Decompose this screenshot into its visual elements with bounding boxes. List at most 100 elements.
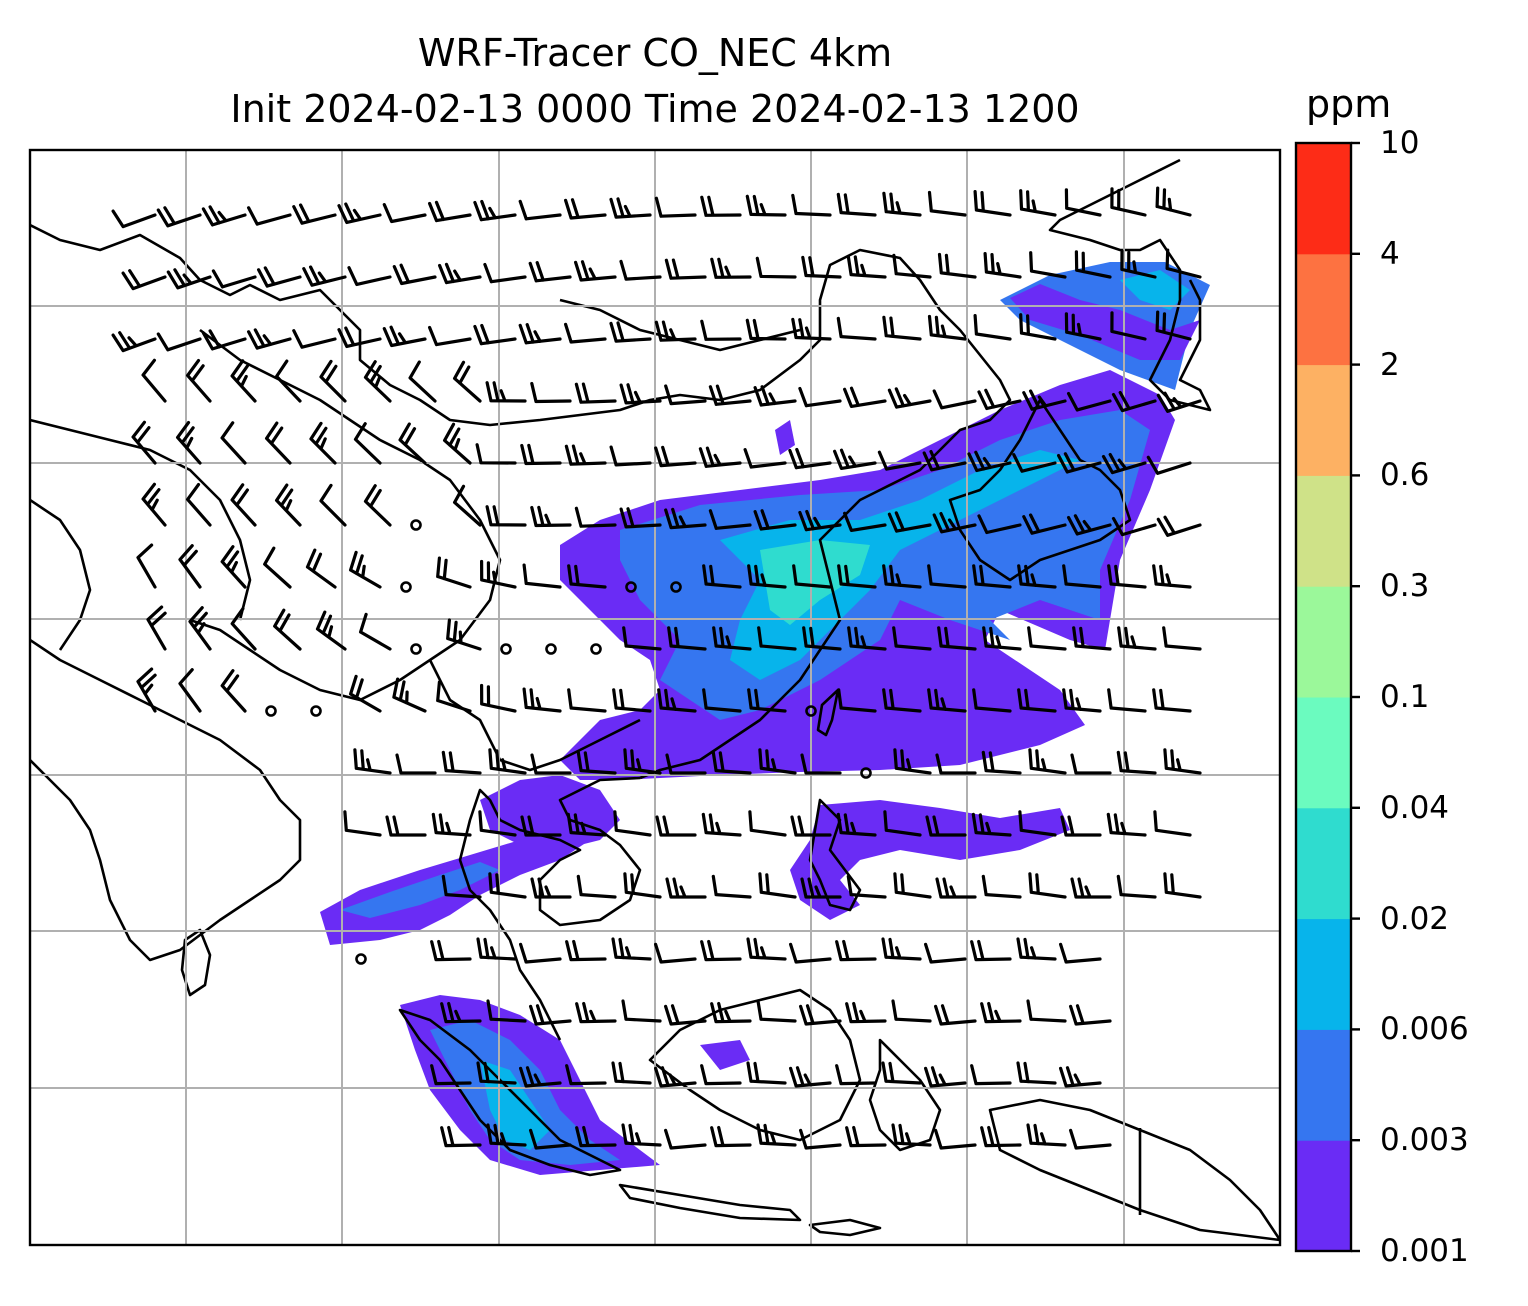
wind-barb bbox=[1016, 1061, 1057, 1085]
wind-barb bbox=[611, 937, 652, 961]
map-area bbox=[30, 150, 1280, 1245]
wind-barb bbox=[292, 203, 337, 225]
wind-barb bbox=[667, 626, 707, 651]
wind-barb bbox=[1163, 748, 1202, 775]
wind-barb bbox=[937, 626, 977, 651]
wind-barb bbox=[574, 506, 617, 528]
colorbar-segment bbox=[1296, 143, 1351, 255]
wind-barb bbox=[1067, 514, 1112, 536]
wind-barb bbox=[619, 259, 662, 281]
wind-barb bbox=[1062, 688, 1102, 713]
wind-barb bbox=[883, 810, 922, 837]
wind-barb bbox=[488, 748, 527, 775]
wind-barb bbox=[664, 1004, 707, 1026]
wind-barb bbox=[564, 198, 607, 220]
wind-barb bbox=[220, 545, 247, 589]
wind-barb bbox=[1057, 452, 1102, 474]
wind-barb bbox=[408, 360, 437, 403]
wind-barb bbox=[247, 206, 292, 226]
wind-barb bbox=[837, 688, 877, 713]
colorbar-tick-label: 0.1 bbox=[1380, 679, 1430, 715]
wind-barb bbox=[700, 1064, 742, 1086]
wind-barb bbox=[475, 443, 517, 465]
wind-barb bbox=[847, 626, 887, 651]
wind-barb bbox=[574, 260, 617, 282]
wind-barb bbox=[800, 877, 842, 899]
wind-barb bbox=[934, 1004, 977, 1026]
wind-barb bbox=[893, 748, 932, 775]
wind-barb bbox=[1070, 753, 1112, 775]
wind-barb bbox=[363, 360, 392, 403]
wind-barb bbox=[440, 1125, 482, 1148]
wind-barb bbox=[743, 448, 787, 469]
wind-barb bbox=[882, 564, 922, 589]
wind-barb bbox=[791, 317, 832, 341]
colorbar-segment bbox=[1296, 475, 1351, 587]
wind-barb bbox=[519, 942, 562, 964]
border-land bbox=[428, 659, 641, 772]
wind-barb bbox=[201, 329, 247, 351]
wind-barb bbox=[485, 381, 527, 403]
wind-barb bbox=[486, 999, 527, 1023]
wind-barb bbox=[837, 564, 877, 589]
wind-barb bbox=[359, 612, 392, 651]
wind-barb bbox=[747, 688, 787, 713]
wind-barb bbox=[1072, 626, 1112, 651]
wind-barb bbox=[937, 252, 977, 279]
colorbar-tick-label: 0.6 bbox=[1380, 457, 1430, 494]
wind-barb bbox=[1120, 249, 1157, 279]
wind-barb bbox=[315, 610, 347, 651]
wind-barb bbox=[247, 328, 292, 350]
wind-barb bbox=[892, 253, 932, 279]
wind-barb bbox=[654, 445, 697, 468]
wind-barb bbox=[845, 1001, 887, 1024]
wind-barb bbox=[802, 626, 842, 651]
wind-barb bbox=[1111, 516, 1157, 537]
wind-barb bbox=[790, 815, 832, 837]
wind-barb bbox=[441, 874, 482, 899]
wind-barb bbox=[530, 505, 572, 528]
wind-barb bbox=[473, 323, 517, 346]
wind-barb bbox=[1116, 750, 1157, 775]
wind-barb bbox=[430, 939, 472, 962]
coastline-japan bbox=[1048, 158, 1212, 412]
wind-barb bbox=[453, 360, 482, 403]
wind-barb bbox=[922, 450, 967, 472]
wind-barb bbox=[1012, 453, 1057, 473]
wind-barb bbox=[654, 320, 697, 342]
wind-barb bbox=[156, 332, 202, 352]
wind-barb bbox=[353, 422, 382, 465]
wind-barb bbox=[1026, 999, 1067, 1023]
wind-barb bbox=[275, 483, 302, 527]
coastline-indochina bbox=[458, 776, 642, 1041]
wind-barb bbox=[186, 359, 212, 403]
wind-barb bbox=[664, 1128, 707, 1150]
wind-barb bbox=[1019, 189, 1057, 217]
wind-barb bbox=[275, 359, 302, 403]
wind-barb bbox=[476, 1061, 517, 1085]
wind-barb bbox=[747, 564, 787, 589]
wind-barb bbox=[800, 753, 842, 775]
wind-barb bbox=[1116, 874, 1157, 899]
wind-barb bbox=[972, 688, 1012, 713]
wind-barb bbox=[846, 254, 887, 279]
wind-barb bbox=[446, 618, 482, 651]
wind-barb bbox=[576, 750, 617, 775]
wind-barb bbox=[700, 195, 742, 217]
wind-barb bbox=[655, 815, 697, 837]
wind-barb bbox=[188, 606, 212, 651]
chart-title-line-1: WRF-Tracer CO_NEC 4km bbox=[417, 31, 893, 75]
coastline-java bbox=[618, 1183, 802, 1222]
wind-barb bbox=[1069, 1004, 1112, 1026]
wind-barb bbox=[292, 329, 337, 349]
wind-barb bbox=[518, 323, 562, 345]
wind-barb bbox=[836, 192, 877, 217]
wind-barb bbox=[972, 564, 1012, 589]
wind-barb bbox=[1163, 872, 1202, 899]
calm-wind-marker bbox=[670, 581, 682, 593]
chart-title-line-2: Init 2024-02-13 0000 Time 2024-02-13 120… bbox=[230, 87, 1080, 131]
wind-barb bbox=[980, 1001, 1022, 1024]
wind-barb bbox=[220, 669, 247, 713]
wind-barb bbox=[574, 382, 617, 404]
wind-barb bbox=[788, 447, 832, 470]
